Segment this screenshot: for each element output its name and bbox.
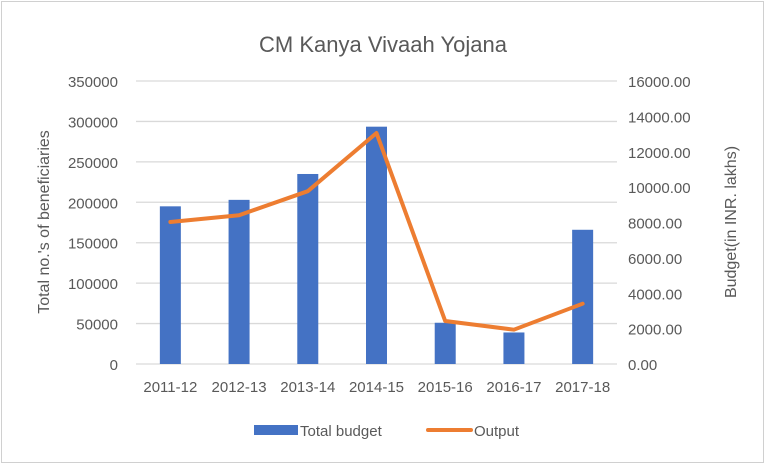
y2-tick-label: 2000.00: [628, 322, 682, 339]
y-axis-label: Total no.'s of beneficiaries: [36, 130, 53, 314]
legend: Total budget Output: [254, 423, 520, 440]
x-tick-label: 2014-15: [349, 379, 404, 396]
y2-tick-label: 14000.00: [628, 109, 691, 126]
x-tick-label: 2012-13: [212, 379, 267, 396]
x-tick-label: 2011-12: [143, 379, 197, 396]
y2-tick-label: 12000.00: [628, 145, 691, 162]
y-tick-label: 0: [110, 357, 118, 374]
y2-tick-label: 8000.00: [628, 216, 682, 233]
y-tick-label: 100000: [68, 276, 118, 293]
y2-tick-label: 0.00: [628, 357, 657, 374]
y-tick-label: 300000: [68, 114, 118, 131]
y-tick-label: 350000: [68, 74, 118, 91]
bar-total-budget: [366, 126, 387, 364]
y-tick-label: 250000: [68, 155, 118, 172]
y2-tick-label: 10000.00: [628, 180, 691, 197]
y2-tick-label: 6000.00: [628, 251, 682, 268]
y-tick-label: 50000: [76, 317, 118, 334]
legend-swatch-total-budget: [254, 425, 298, 435]
y-tick-label: 200000: [68, 195, 118, 212]
x-tick-label: 2017-18: [555, 379, 610, 396]
y2-tick-label: 4000.00: [628, 286, 682, 303]
bar-total-budget: [228, 199, 250, 364]
bar-total-budget: [297, 173, 319, 364]
x-tick-label: 2013-14: [280, 379, 335, 396]
chart-title: CM Kanya Vivaah Yojana: [259, 32, 508, 57]
bar-total-budget: [572, 229, 594, 364]
x-tick-label: 2016-17: [486, 379, 541, 396]
x-tick-label: 2015-16: [418, 379, 473, 396]
y-tick-label: 150000: [68, 236, 118, 253]
legend-label-total-budget: Total budget: [300, 423, 383, 440]
y2-axis-label: Budget(in INR. lakhs): [723, 146, 740, 298]
bar-total-budget: [159, 206, 181, 364]
bar-total-budget: [503, 332, 525, 364]
legend-label-output: Output: [474, 423, 520, 440]
y2-tick-label: 16000.00: [628, 74, 691, 91]
bar-total-budget: [434, 322, 456, 364]
